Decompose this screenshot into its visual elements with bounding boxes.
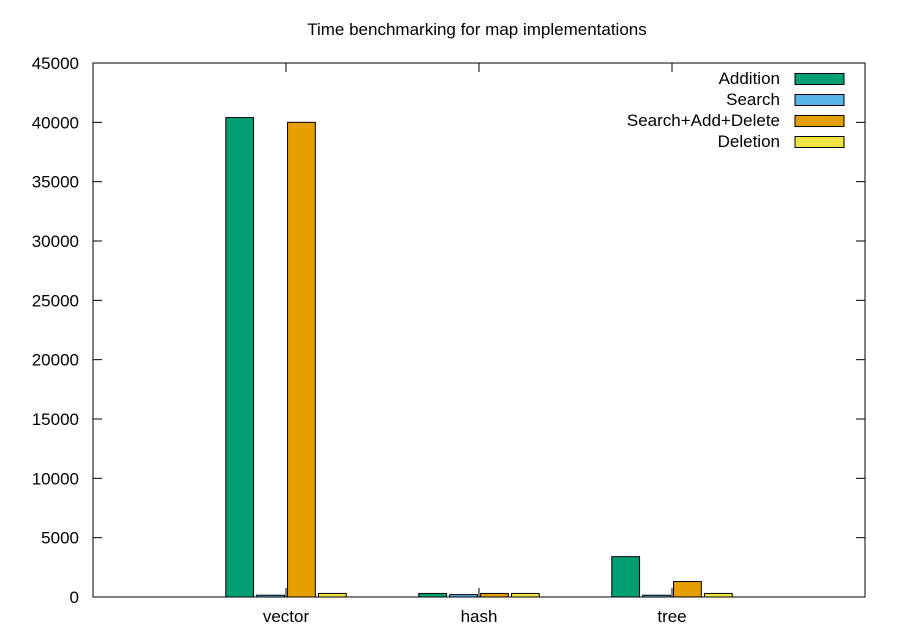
y-tick-label: 20000 bbox=[32, 351, 79, 370]
bar-search-add-delete-vector bbox=[287, 121, 316, 598]
y-tick-label: 15000 bbox=[32, 410, 79, 429]
legend-label: Search+Add+Delete bbox=[627, 111, 780, 130]
bar-addition-vector bbox=[225, 117, 255, 598]
bar-search-hash bbox=[449, 594, 478, 598]
legend-swatch bbox=[794, 115, 845, 127]
bar-search-add-delete-tree bbox=[673, 581, 702, 598]
bar-addition-hash bbox=[418, 592, 448, 598]
bar-search-vector bbox=[256, 594, 285, 598]
legend-swatch bbox=[794, 73, 845, 85]
x-tick-label: vector bbox=[263, 607, 310, 626]
bars-group bbox=[225, 117, 733, 598]
legend-swatch bbox=[794, 94, 845, 106]
y-axis: 0 5000 10000 15000 20000 25000 30000 35000 40000… bbox=[32, 54, 865, 607]
legend-label: Search bbox=[726, 90, 780, 109]
bar-deletion-hash bbox=[510, 592, 540, 598]
bar-deletion-tree bbox=[703, 592, 733, 598]
y-tick-label: 10000 bbox=[32, 469, 79, 488]
bar-search-tree bbox=[642, 594, 671, 598]
legend-swatch bbox=[794, 136, 845, 148]
x-tick-label: hash bbox=[461, 607, 498, 626]
x-axis: vector hash tree bbox=[263, 63, 687, 626]
y-tick-label: 45000 bbox=[32, 54, 79, 73]
y-tick-label: 25000 bbox=[32, 291, 79, 310]
x-tick-label: tree bbox=[657, 607, 686, 626]
legend-label: Deletion bbox=[718, 132, 780, 151]
y-tick-label: 5000 bbox=[41, 529, 79, 548]
legend-label: Addition bbox=[719, 69, 780, 88]
bar-deletion-vector bbox=[317, 592, 347, 598]
y-tick-label: 0 bbox=[70, 588, 79, 607]
bar-search-add-delete-hash bbox=[480, 592, 509, 598]
chart-title: Time benchmarking for map implementation… bbox=[307, 20, 647, 39]
legend: Addition Search Search+Add+Delete Deletion bbox=[627, 69, 845, 151]
bar-addition-tree bbox=[611, 556, 641, 598]
y-tick-label: 40000 bbox=[32, 113, 79, 132]
y-tick-label: 35000 bbox=[32, 173, 79, 192]
y-tick-label: 30000 bbox=[32, 232, 79, 251]
